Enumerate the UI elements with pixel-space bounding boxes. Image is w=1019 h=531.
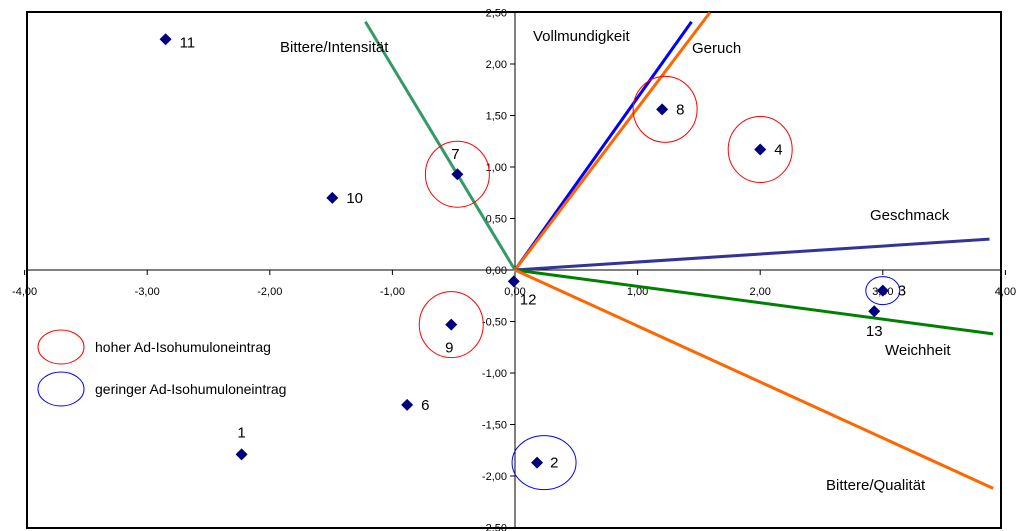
legend-label: hoher Ad-Isohumuloneintrag xyxy=(95,339,271,355)
data-point-label: 3 xyxy=(898,283,906,300)
y-tick-label: 2,50 xyxy=(486,8,507,20)
y-tick-label: -0,50 xyxy=(482,317,507,329)
highlight-circles xyxy=(418,75,901,491)
legend-label: geringer Ad-Isohumuloneintrag xyxy=(95,381,286,397)
data-point-label: 10 xyxy=(346,190,363,207)
x-tick-label: 2,00 xyxy=(749,286,770,298)
data-point-marker xyxy=(876,284,889,297)
data-point-marker xyxy=(754,143,767,156)
data-point-marker xyxy=(868,305,881,318)
highlight-circle xyxy=(865,276,901,306)
legend-marker xyxy=(37,371,85,407)
y-tick-label: 0,50 xyxy=(486,214,507,226)
highlight-circle xyxy=(424,140,490,208)
data-point-label: 11 xyxy=(180,34,196,51)
vector-label: Weichheit xyxy=(885,342,951,359)
data-point-marker xyxy=(507,275,520,288)
x-tick-label: 1,00 xyxy=(627,286,648,298)
vector-label: Bittere/Qualität xyxy=(826,477,926,494)
data-point-marker xyxy=(531,456,544,469)
x-tick-label: -3,00 xyxy=(135,286,160,298)
data-point-marker xyxy=(326,191,339,204)
data-point-marker xyxy=(451,168,464,181)
vector-line xyxy=(514,268,994,336)
data-point-marker xyxy=(445,318,458,331)
data-point-marker xyxy=(401,398,414,411)
vector-line xyxy=(513,11,712,271)
highlight-circle xyxy=(727,115,793,183)
data-point-label: 7 xyxy=(451,146,459,163)
vector-label: Geschmack xyxy=(870,207,950,224)
legend-marker xyxy=(37,329,85,365)
vector-line xyxy=(513,20,693,271)
y-tick-label: -2,50 xyxy=(482,523,507,531)
y-tick-label: 0,00 xyxy=(486,265,507,277)
data-point-label: 4 xyxy=(774,141,782,158)
vector-label: Vollmundigkeit xyxy=(533,28,631,45)
y-tick-label: -2,00 xyxy=(482,471,507,483)
data-point-label: 6 xyxy=(421,397,429,414)
data-point-label: 13 xyxy=(866,323,883,340)
highlight-circle xyxy=(511,435,577,491)
vector-label: Bittere/Intensität xyxy=(280,39,389,56)
data-point-marker xyxy=(235,448,248,461)
y-tick-label: -1,00 xyxy=(482,368,507,380)
axes: -4,00-3,00-2,00-1,000,001,002,003,004,00… xyxy=(12,8,1016,531)
vector-label: Geruch xyxy=(692,40,741,57)
data-point-label: 9 xyxy=(445,340,453,357)
highlight-circle xyxy=(632,75,698,143)
data-point-marker xyxy=(656,103,669,116)
x-tick-label: -1,00 xyxy=(380,286,405,298)
data-point-label: 2 xyxy=(550,455,558,472)
data-point-marker xyxy=(159,33,172,46)
vector-line xyxy=(514,237,990,272)
vectors: Bittere/Intensität Vollmundigkeit Geruch Ge… xyxy=(280,11,994,494)
y-tick-label: 1,50 xyxy=(486,111,507,123)
y-tick-label: -1,50 xyxy=(482,420,507,432)
legend: hoher Ad-Isohumuloneintrag geringer Ad-Is… xyxy=(37,329,286,407)
y-tick-label: 2,00 xyxy=(486,59,507,71)
x-tick-label: 0,00 xyxy=(504,286,525,298)
x-tick-label: -2,00 xyxy=(257,286,282,298)
highlight-circle xyxy=(418,291,484,359)
data-point-label: 1 xyxy=(237,424,245,441)
x-tick-label: 4,00 xyxy=(995,286,1016,298)
y-tick-label: 1,00 xyxy=(486,162,507,174)
data-point-label: 12 xyxy=(520,291,537,308)
x-tick-label: -4,00 xyxy=(12,286,37,298)
vector-line xyxy=(514,268,994,490)
data-point-label: 8 xyxy=(676,101,684,118)
